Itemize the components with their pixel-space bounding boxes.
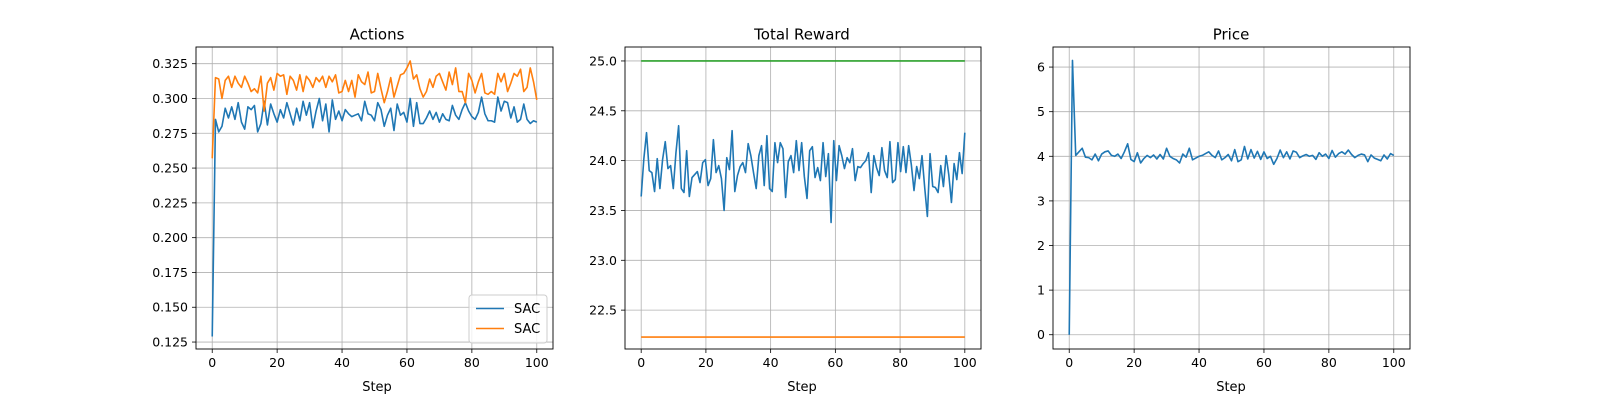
y-tick-label: 6 — [1037, 60, 1045, 75]
y-tick-label: 4 — [1037, 149, 1045, 164]
y-tick-label: 0.325 — [152, 56, 188, 71]
series-line-total-reward-0 — [640, 124, 966, 224]
chart-price: Price Step 0 20 40 60 80 100 0 1 2 3 4 5 6 — [1037, 26, 1411, 395]
y-tick-label: 0.125 — [152, 335, 188, 350]
x-tick-label: 80 — [464, 355, 480, 370]
x-tick-label: 100 — [525, 355, 549, 370]
legend-label-sac-orange: SAC — [514, 322, 540, 337]
x-tick-label: 60 — [1256, 355, 1272, 370]
y-tick-label: 0.200 — [152, 230, 188, 245]
series-line-actions-1 — [211, 60, 538, 159]
axes-frame — [195, 46, 554, 350]
x-tick-label: 20 — [1126, 355, 1142, 370]
x-axis-label-total-reward: Step — [787, 380, 817, 395]
y-tick-label: 0 — [1037, 327, 1045, 342]
chart-title-price: Price — [1213, 26, 1250, 44]
series-line-actions-0 — [211, 96, 538, 337]
series-group — [640, 60, 966, 338]
x-tick-label: 60 — [827, 355, 843, 370]
series-group — [211, 60, 538, 337]
y-tick-label: 0.300 — [152, 91, 188, 106]
y-tick-label: 0.150 — [152, 300, 188, 315]
y-ticks: 22.5 23.0 23.5 24.0 24.5 25.0 — [589, 53, 625, 318]
y-tick-label: 0.175 — [152, 265, 188, 280]
x-tick-label: 100 — [953, 355, 977, 370]
y-ticks: 0.125 0.150 0.175 0.200 0.225 0.250 0.275 0.300… — [152, 56, 196, 350]
axes-frame — [624, 46, 982, 350]
x-tick-label: 100 — [1382, 355, 1406, 370]
legend: SAC SAC — [468, 294, 548, 344]
axes-frame — [1052, 46, 1411, 350]
y-tick-label: 24.5 — [589, 103, 617, 118]
x-tick-label: 20 — [698, 355, 714, 370]
legend-label-sac-blue: SAC — [514, 302, 540, 317]
y-tick-label: 2 — [1037, 238, 1045, 253]
y-tick-label: 23.0 — [589, 253, 617, 268]
y-tick-label: 1 — [1037, 283, 1045, 298]
y-tick-label: 22.5 — [589, 303, 617, 318]
x-tick-label: 0 — [208, 355, 216, 370]
series-group — [1068, 59, 1395, 335]
grid — [196, 47, 553, 349]
y-tick-label: 5 — [1037, 104, 1045, 119]
x-ticks: 0 20 40 60 80 100 — [1065, 349, 1406, 370]
x-tick-label: 60 — [399, 355, 415, 370]
series-line-price-0 — [1068, 59, 1395, 335]
plot-area — [1053, 47, 1410, 349]
y-tick-label: 0.275 — [152, 126, 188, 141]
plot-area — [625, 47, 981, 349]
chart-total-reward: Total Reward Step 0 20 40 60 80 100 22.5 23.0 23… — [589, 26, 982, 395]
x-tick-label: 80 — [1321, 355, 1337, 370]
x-tick-label: 0 — [1065, 355, 1073, 370]
y-tick-label: 23.5 — [589, 203, 617, 218]
x-axis-label-actions: Step — [362, 380, 392, 395]
x-tick-label: 40 — [1191, 355, 1207, 370]
x-axis-label-price: Step — [1216, 380, 1246, 395]
y-tick-label: 3 — [1037, 193, 1045, 208]
x-tick-label: 40 — [763, 355, 779, 370]
legend-box — [468, 294, 548, 344]
x-ticks: 0 20 40 60 80 100 — [208, 349, 549, 370]
x-tick-label: 40 — [334, 355, 350, 370]
y-tick-label: 24.0 — [589, 153, 617, 168]
x-ticks: 0 20 40 60 80 100 — [637, 349, 977, 370]
x-tick-label: 0 — [637, 355, 645, 370]
chart-title-total-reward: Total Reward — [753, 26, 850, 44]
x-tick-label: 20 — [269, 355, 285, 370]
chart-actions: Actions Step 0 20 40 60 80 100 0.125 0.150 0.175… — [152, 26, 554, 395]
y-tick-label: 25.0 — [589, 53, 617, 68]
chart-title-actions: Actions — [350, 26, 405, 44]
y-ticks: 0 1 2 3 4 5 6 — [1037, 60, 1053, 342]
y-tick-label: 0.250 — [152, 161, 188, 176]
y-tick-label: 0.225 — [152, 195, 188, 210]
x-tick-label: 80 — [892, 355, 908, 370]
